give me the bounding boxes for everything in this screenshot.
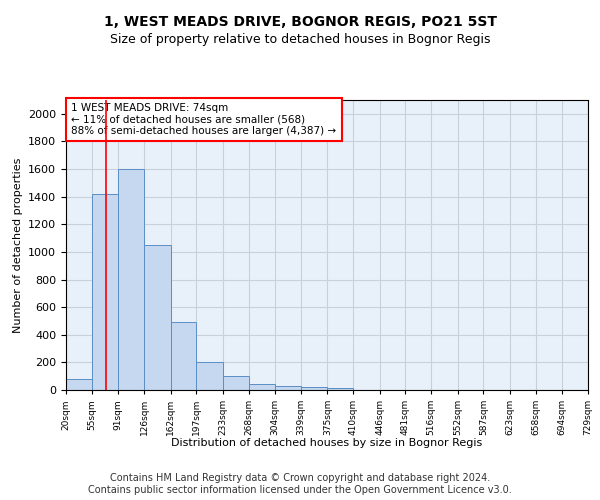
Bar: [248, 384, 275, 390]
Text: 1, WEST MEADS DRIVE, BOGNOR REGIS, PO21 5ST: 1, WEST MEADS DRIVE, BOGNOR REGIS, PO21 …: [104, 15, 497, 29]
X-axis label: Distribution of detached houses by size in Bognor Regis: Distribution of detached houses by size …: [172, 438, 482, 448]
Bar: [196, 362, 223, 390]
Text: 1 WEST MEADS DRIVE: 74sqm
← 11% of detached houses are smaller (568)
88% of semi: 1 WEST MEADS DRIVE: 74sqm ← 11% of detac…: [71, 103, 337, 136]
Text: Contains HM Land Registry data © Crown copyright and database right 2024.
Contai: Contains HM Land Registry data © Crown c…: [88, 474, 512, 495]
Bar: [301, 387, 328, 390]
Bar: [66, 379, 92, 390]
Text: Size of property relative to detached houses in Bognor Regis: Size of property relative to detached ho…: [110, 32, 490, 46]
Bar: [328, 388, 353, 390]
Bar: [144, 245, 170, 390]
Y-axis label: Number of detached properties: Number of detached properties: [13, 158, 23, 332]
Bar: [92, 194, 118, 390]
Bar: [223, 376, 248, 390]
Bar: [275, 386, 301, 390]
Bar: [118, 169, 144, 390]
Bar: [170, 322, 196, 390]
